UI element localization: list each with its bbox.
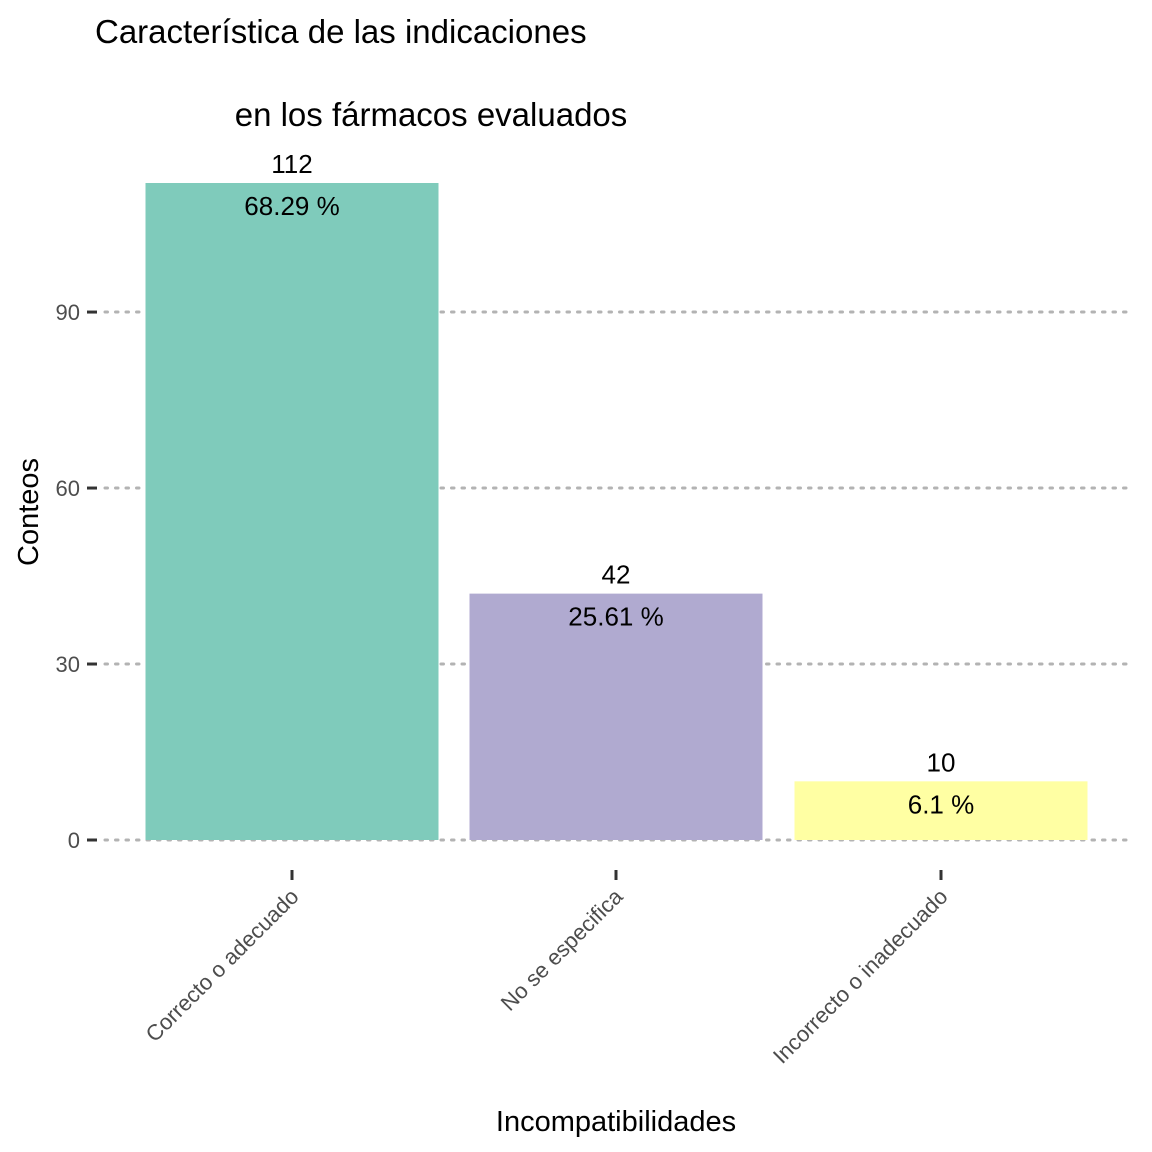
x-axis: Correcto o adecuado No se especifica Incor… <box>141 870 953 1068</box>
y-tick-label-60: 60 <box>56 476 80 501</box>
chart-title-line-1: Característica de las indicaciones <box>95 13 587 50</box>
y-tick-label-30: 30 <box>56 652 80 677</box>
y-tick-label-0: 0 <box>68 828 80 853</box>
bar-count-label-1: 112 <box>271 149 312 179</box>
x-tick-label-2: No se especifica <box>496 883 628 1015</box>
chart-title-line-2: en los fármacos evaluados <box>235 96 628 133</box>
x-tick-label-3: Incorrecto o inadecuado <box>768 884 953 1069</box>
bar-1 <box>145 183 439 840</box>
bar-count-label-3: 10 <box>927 747 956 777</box>
bars <box>145 183 1088 840</box>
bar-count-label-2: 42 <box>602 560 631 590</box>
bar-2 <box>469 593 763 840</box>
y-axis-title: Conteos <box>13 458 45 566</box>
y-tick-label-90: 90 <box>56 300 80 325</box>
x-axis-title: Incompatibilidades <box>496 1106 736 1138</box>
x-tick-label-1: Correcto o adecuado <box>141 884 304 1047</box>
bar-percent-label-3: 6.1 % <box>908 789 975 819</box>
bar-percent-label-1: 68.29 % <box>244 191 339 221</box>
bar-3 <box>794 781 1088 840</box>
bar-labels: 112 68.29 % 42 25.61 % 10 6.1 % <box>244 149 974 819</box>
y-axis: 0 30 60 90 <box>56 300 97 853</box>
bar-percent-label-2: 25.61 % <box>568 602 663 632</box>
